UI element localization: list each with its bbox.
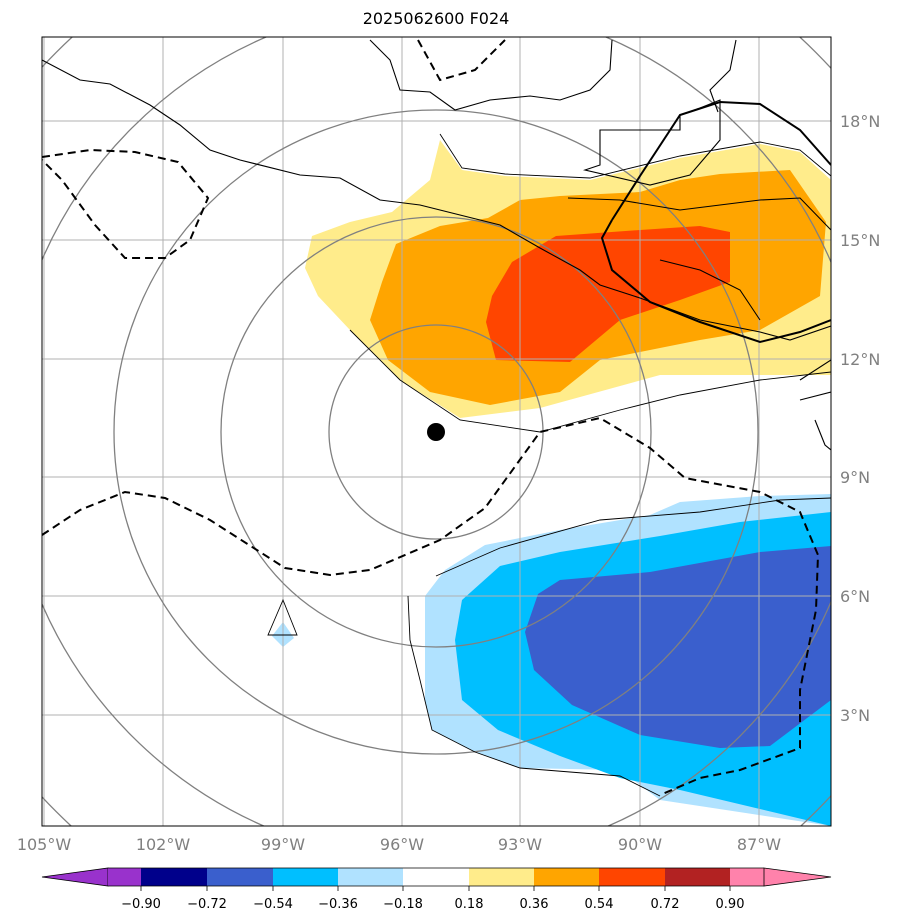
colorbar-tick-label: −0.72 [187,897,227,912]
lat-label: 15°N [840,231,880,250]
colorbar-tick-label: 0.18 [455,897,484,912]
colorbar-bin [534,868,599,886]
lat-label: 12°N [840,350,880,369]
colorbar-bin [141,868,207,886]
colorbar-tick-label: −0.18 [383,897,423,912]
colorbar-over-triangle [763,867,832,887]
latitude-labels: 18°N 15°N 12°N 9°N 6°N 3°N [840,112,880,725]
lon-label: 102°W [136,835,191,854]
colorbar-tick-label: 0.72 [651,897,680,912]
coastlines [42,39,831,451]
colorbar-tick-label: 0.90 [716,897,745,912]
longitude-labels: 105°W 102°W 99°W 96°W 93°W 90°W 87°W [17,835,781,854]
colorbar-bin [599,868,665,886]
colorbar-bin [273,868,338,886]
lon-label: 99°W [261,835,305,854]
lat-label: 9°N [840,468,870,487]
map-gridlines [42,37,831,826]
lat-label: 6°N [840,587,870,606]
lon-label: 93°W [498,835,542,854]
lon-label: 90°W [618,835,662,854]
storm-center-marker [427,423,445,441]
colorbar-tick-label: 0.54 [585,897,614,912]
colorbar-tick-label: 0.36 [520,897,549,912]
lat-label: 18°N [840,112,880,131]
colorbar-under-triangle [41,867,109,887]
bold-boundary [600,100,831,344]
dashed-contours [42,39,820,796]
colorbar-bin [108,868,141,886]
map-frame [41,36,832,827]
lat-label: 3°N [840,706,870,725]
map-title: 2025062600 F024 [362,9,510,28]
colorbar-bin [730,868,764,886]
lon-label: 105°W [17,835,72,854]
colorbar-bin [469,868,534,886]
colorbar-tick-label: −0.90 [121,897,161,912]
colorbar: −0.90 −0.72 −0.54 −0.36 −0.18 0.18 0.36 … [41,867,832,912]
colorbar-bin [207,868,273,886]
thin-contours [267,133,831,797]
lon-label: 96°W [380,835,424,854]
colorbar-bin [403,868,469,886]
lon-label: 87°W [737,835,781,854]
colorbar-bin [665,868,730,886]
positive-anomaly-red-orange [486,226,730,362]
colorbar-tick-label: −0.54 [253,897,293,912]
colorbar-tick-label: −0.36 [318,897,358,912]
colorbar-bin [338,868,403,886]
